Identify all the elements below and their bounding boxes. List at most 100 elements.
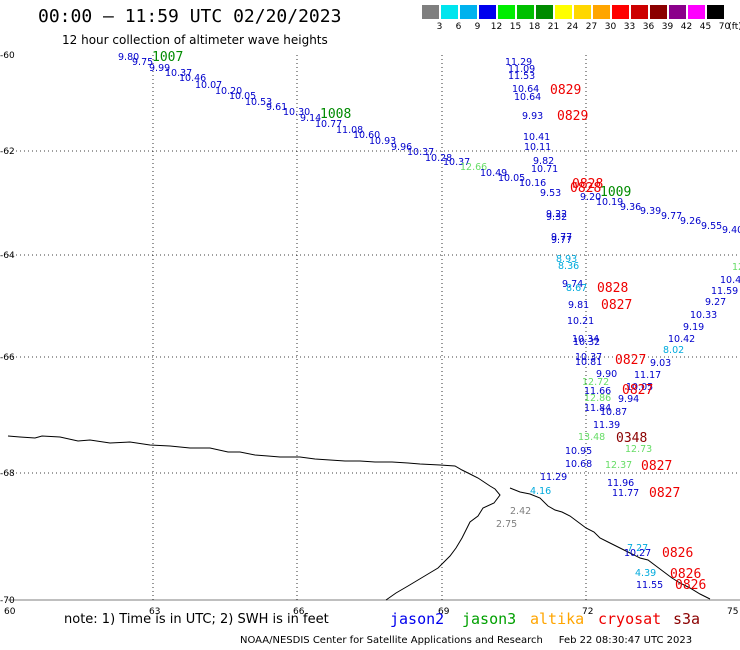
wave-height-value: 13.48 [578, 432, 605, 443]
scale-swatch [574, 5, 591, 19]
wave-height-value: 10.46 [179, 73, 206, 84]
scale-swatch [669, 5, 686, 19]
scale-label: 42 [680, 22, 693, 32]
scale-swatch [688, 5, 705, 19]
wave-height-value: 9.77 [551, 232, 572, 243]
wave-height-value: 10.33 [690, 310, 717, 321]
longitude-label: 75 [727, 607, 738, 617]
pass-time-label: 0826 [670, 567, 701, 582]
wave-height-value: 11.39 [593, 420, 620, 431]
scale-label: 24 [566, 22, 579, 32]
wave-height-value: 9.40 [722, 225, 740, 236]
scale-swatch [517, 5, 534, 19]
wave-height-value: 12.72 [582, 377, 609, 388]
scale-swatch [441, 5, 458, 19]
coastline-path-2 [509, 487, 711, 600]
wave-height-value: 10.19 [596, 197, 623, 208]
wave-height-value: 11.53 [508, 71, 535, 82]
wave-height-value: 9.99 [149, 63, 170, 74]
lat-lon-grid [8, 55, 740, 601]
wave-height-value: 9.94 [618, 394, 639, 405]
scale-label: 9 [474, 22, 481, 32]
wave-height-value: 10.95 [565, 446, 592, 457]
satellite-legend-jason2: jason2 [390, 610, 445, 628]
scale-label: 39 [661, 22, 674, 32]
wave-height-value: 11.84 [584, 403, 611, 414]
wave-height-value: 10.93 [369, 136, 396, 147]
wave-height-value: 9.19 [683, 322, 704, 333]
wave-height-value: 11.66 [584, 386, 611, 397]
longitude-label: 69 [438, 607, 450, 617]
wave-height-value: 11.09 [508, 64, 535, 75]
footer-note: note: 1) Time is in UTC; 2) SWH is in fe… [64, 612, 329, 627]
wave-height-value: 11.77 [612, 488, 639, 499]
pass-time-label: 0829 [557, 109, 588, 124]
scale-label: 3 [436, 22, 443, 32]
scale-swatch [650, 5, 667, 19]
wave-height-value: 12.73 [625, 444, 652, 455]
wave-height-value: 10.07 [195, 80, 222, 91]
pass-time-label: 0826 [662, 546, 693, 561]
wave-height-value: 10.16 [519, 178, 546, 189]
longitude-label: 72 [582, 607, 593, 617]
wave-height-value: 11.59 [711, 286, 738, 297]
wave-height-value: 4.16 [530, 486, 551, 497]
pass-time-label: 0827 [641, 459, 672, 474]
wave-height-value: 10.68 [565, 459, 592, 470]
wave-height-value: 9.77 [551, 235, 572, 246]
satellite-legend-s3a: s3a [673, 610, 701, 628]
wave-height-value: 10.49 [480, 168, 507, 179]
wave-height-value: 9.82 [533, 156, 554, 167]
pass-time-label: 1009 [600, 185, 631, 200]
wave-height-value: 12.86 [584, 393, 611, 404]
scale-swatch [498, 5, 515, 19]
pass-time-labels: 1007100808290829082808281009082808270827… [152, 50, 706, 593]
wave-height-value: 8.67 [566, 283, 587, 294]
pass-time-label: 0828 [572, 177, 603, 192]
wave-height-value: 9.61 [266, 102, 287, 113]
wave-height-observations: 9.809.759.9910.3710.4610.0710.2010.0510.… [118, 52, 740, 591]
pass-time-label: 0829 [550, 83, 581, 98]
satellite-legend-altika: altika [530, 610, 585, 628]
credit-line: NOAA/NESDIS Center for Satellite Applica… [240, 635, 693, 646]
wave-height-value: 4.39 [635, 568, 656, 579]
scale-label: 12 [490, 22, 503, 32]
wave-height-value: 10.37 [407, 147, 434, 158]
scale-label: 15 [509, 22, 522, 32]
wave-height-value: 9.53 [540, 188, 561, 199]
pass-time-label: 0827 [622, 383, 653, 398]
wave-height-value: 10.37 [443, 157, 470, 168]
wave-height-value: 12.66 [460, 162, 487, 173]
wave-height-value: 10.81 [575, 357, 602, 368]
scale-swatch [460, 5, 477, 19]
latitude-labels: -60 -62 -64 -66 -68 -70 [0, 51, 15, 606]
latitude-label: -60 [0, 51, 15, 61]
wave-height-value: 9.26 [680, 216, 701, 227]
latitude-label: -66 [0, 353, 15, 363]
wave-height-value: 7.27 [627, 543, 648, 554]
wave-height-value: 9.39 [640, 206, 661, 217]
latitude-label: -70 [0, 596, 15, 606]
wave-height-value: 10.20 [215, 86, 242, 97]
wave-height-value: 10.71 [531, 164, 558, 175]
longitude-label: 66 [293, 607, 305, 617]
scale-label: 36 [642, 22, 655, 32]
pass-time-label: 0827 [615, 353, 646, 368]
scale-swatch [612, 5, 629, 19]
wave-height-value: 10.42 [668, 334, 695, 345]
wave-height-value: 11.96 [607, 478, 634, 489]
wave-height-value: 10.87 [600, 407, 627, 418]
satellite-legend-cryosat: cryosat [598, 610, 662, 628]
scale-swatch [631, 5, 648, 19]
scale-label: 30 [604, 22, 617, 32]
wave-height-value: 11.08 [336, 125, 363, 136]
scale-label: 18 [528, 22, 541, 32]
wave-height-value: 12.4 [732, 262, 740, 273]
wave-height-value: 9.75 [132, 57, 153, 68]
wave-height-value: 10.53 [245, 97, 272, 108]
latitude-label: -62 [0, 147, 15, 157]
wave-height-value: 10.32 [573, 337, 600, 348]
wave-height-value: 9.32 [546, 212, 567, 223]
wave-height-value: 12.37 [605, 460, 632, 471]
